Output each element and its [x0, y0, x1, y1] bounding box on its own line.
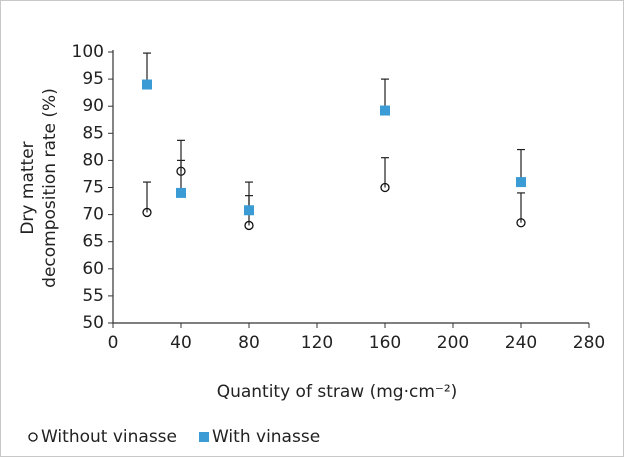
error-bar: [381, 157, 389, 188]
point: [380, 105, 390, 116]
y-tick-label: 75: [82, 178, 104, 198]
y-tick-label: 55: [82, 286, 104, 306]
y-tick-label: 95: [82, 69, 104, 89]
x-tick-label: 200: [437, 333, 469, 353]
x-tick-label: 280: [573, 333, 605, 353]
x-tick-label: 240: [505, 333, 537, 353]
y-tick-label: 65: [82, 232, 104, 252]
legend-label: Without vinasse: [41, 427, 177, 447]
y-tick-label: 85: [82, 123, 104, 143]
error-bar: [517, 192, 525, 223]
point: [142, 207, 152, 218]
x-tick-label: 80: [238, 333, 260, 353]
point: [380, 182, 390, 193]
point: [244, 220, 254, 231]
point: [516, 218, 526, 228]
y-tick-label: 60: [82, 259, 104, 279]
x-tick-label: 160: [369, 333, 401, 353]
error-bar: [517, 148, 525, 183]
x-tick-label: 120: [301, 333, 333, 353]
y-tick-label: 70: [82, 205, 104, 225]
x-axis-label: Quantity of straw (mg·cm⁻²): [217, 382, 458, 402]
error-bar: [381, 78, 389, 111]
point: [244, 205, 254, 216]
legend-marker: [28, 432, 38, 442]
legend-marker: [199, 432, 209, 442]
error-bar: [177, 159, 185, 193]
y-axis-label: Dry matter: [18, 141, 38, 234]
error-bar: [143, 52, 151, 85]
error-bar: [143, 181, 151, 213]
point: [142, 79, 152, 90]
x-tick-label: 40: [170, 333, 192, 353]
y-tick-label: 50: [82, 313, 104, 333]
point: [176, 187, 186, 198]
x-tick-label: 0: [108, 333, 119, 353]
y-tick-label: 100: [72, 42, 104, 62]
y-axis-label: decomposition rate (%): [40, 88, 60, 288]
point: [516, 177, 526, 188]
legend-label: With vinasse: [212, 427, 320, 447]
y-tick-label: 80: [82, 150, 104, 170]
y-tick-label: 90: [82, 96, 104, 116]
